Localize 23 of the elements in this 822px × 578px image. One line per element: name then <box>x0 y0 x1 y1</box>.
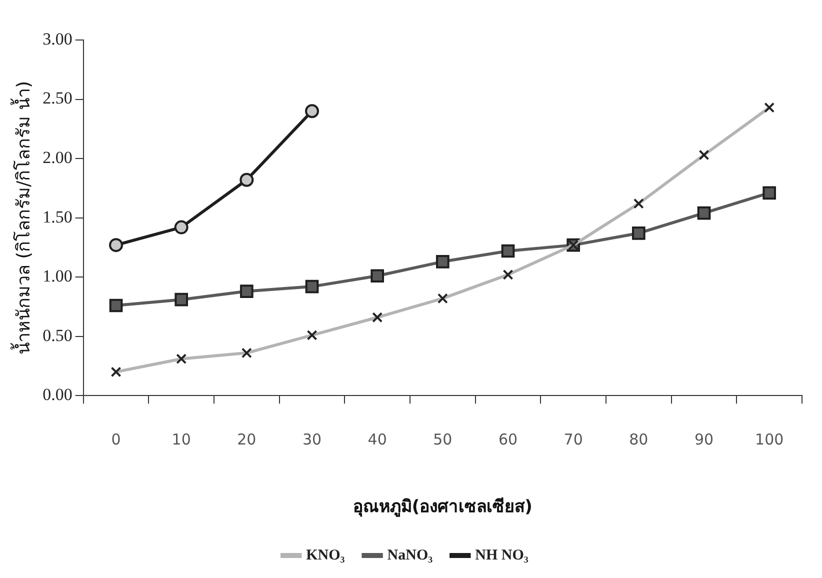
y-tick-label: 1.00 <box>42 266 72 286</box>
x-tick-label: 90 <box>694 430 714 448</box>
x-tick-label: 50 <box>433 430 452 448</box>
x-tick-label: 80 <box>629 430 648 448</box>
x-tick-label: 40 <box>368 430 387 448</box>
x-tick-label: 30 <box>302 430 322 448</box>
x-tick-label: 70 <box>564 430 583 448</box>
legend-label: NH NO₃ <box>475 547 529 564</box>
y-tick-label: 3.00 <box>42 29 72 48</box>
x-tick-label: 10 <box>172 430 191 448</box>
y-tick-label: 2.00 <box>42 148 72 167</box>
y-tick-label: 0.00 <box>42 385 72 404</box>
y-tick-label: 2.50 <box>42 88 72 108</box>
y-tick-label: 0.50 <box>42 326 72 345</box>
y-tick-label: 1.50 <box>42 207 72 226</box>
x-tick-label: 0 <box>111 430 121 448</box>
x-tick-label: 60 <box>498 430 518 448</box>
x-tick-label: 100 <box>755 430 784 448</box>
x-tick-label: 20 <box>237 430 256 448</box>
legend-label: KNO₃ <box>306 547 346 564</box>
x-axis-title: อุณหภูมิ(องศาเซลเซียส) <box>352 496 532 518</box>
legend-label: NaNO₃ <box>387 547 434 564</box>
y-axis-title: น้ำหนักมวล (กิโลกรัม/กิโลกรัม น้ำ) <box>10 81 34 355</box>
